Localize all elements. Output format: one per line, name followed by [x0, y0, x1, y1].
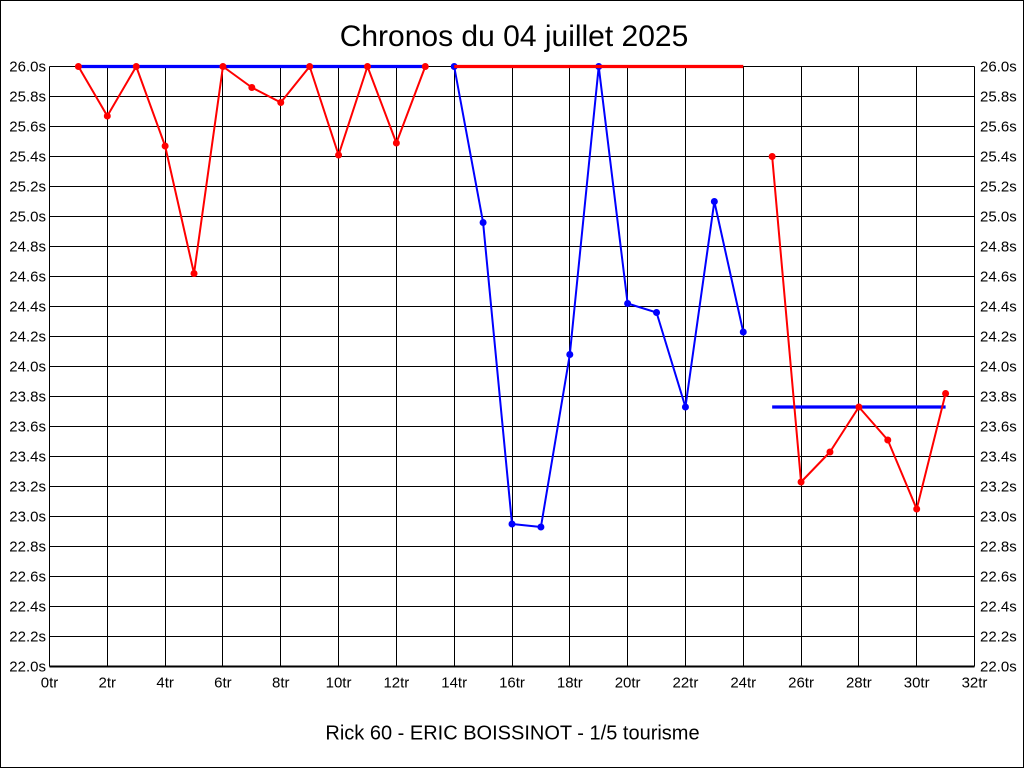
- svg-text:24.2s: 24.2s: [9, 329, 46, 346]
- svg-text:25.4s: 25.4s: [9, 149, 46, 166]
- svg-text:2tr: 2tr: [99, 675, 117, 692]
- svg-text:6tr: 6tr: [214, 675, 232, 692]
- svg-text:25.8s: 25.8s: [980, 89, 1017, 106]
- svg-text:24.8s: 24.8s: [9, 239, 46, 256]
- svg-text:24.8s: 24.8s: [980, 239, 1017, 256]
- svg-text:16tr: 16tr: [499, 675, 525, 692]
- svg-text:22.4s: 22.4s: [9, 599, 46, 616]
- svg-text:23.6s: 23.6s: [980, 419, 1017, 436]
- svg-text:25.2s: 25.2s: [9, 179, 46, 196]
- svg-text:24.4s: 24.4s: [9, 299, 46, 316]
- svg-text:22.8s: 22.8s: [9, 539, 46, 556]
- svg-text:22.2s: 22.2s: [9, 629, 46, 646]
- svg-text:24.2s: 24.2s: [980, 329, 1017, 346]
- svg-text:24.6s: 24.6s: [980, 269, 1017, 286]
- svg-text:14tr: 14tr: [441, 675, 467, 692]
- svg-text:23.2s: 23.2s: [980, 479, 1017, 496]
- svg-text:10tr: 10tr: [326, 675, 352, 692]
- svg-text:23.0s: 23.0s: [9, 509, 46, 526]
- svg-text:22.0s: 22.0s: [980, 659, 1017, 676]
- svg-text:25.2s: 25.2s: [980, 179, 1017, 196]
- svg-text:0tr: 0tr: [41, 675, 59, 692]
- svg-text:23.8s: 23.8s: [980, 389, 1017, 406]
- svg-text:22.4s: 22.4s: [980, 599, 1017, 616]
- svg-text:22.6s: 22.6s: [980, 569, 1017, 586]
- svg-text:24tr: 24tr: [730, 675, 756, 692]
- svg-text:4tr: 4tr: [156, 675, 174, 692]
- svg-text:25.4s: 25.4s: [980, 149, 1017, 166]
- svg-text:Rick 60 - ERIC BOISSINOT - 1/5: Rick 60 - ERIC BOISSINOT - 1/5 tourisme: [325, 723, 699, 745]
- svg-text:24.4s: 24.4s: [980, 299, 1017, 316]
- svg-text:23.6s: 23.6s: [9, 419, 46, 436]
- svg-text:30tr: 30tr: [904, 675, 930, 692]
- svg-text:Chronos du 04 juillet 2025: Chronos du 04 juillet 2025: [340, 20, 689, 53]
- svg-text:23.2s: 23.2s: [9, 479, 46, 496]
- svg-text:24.0s: 24.0s: [980, 359, 1017, 376]
- svg-text:23.8s: 23.8s: [9, 389, 46, 406]
- svg-text:22.0s: 22.0s: [9, 659, 46, 676]
- svg-text:22.6s: 22.6s: [9, 569, 46, 586]
- svg-text:25.0s: 25.0s: [980, 209, 1017, 226]
- svg-text:26.0s: 26.0s: [9, 59, 46, 76]
- svg-text:24.6s: 24.6s: [9, 269, 46, 286]
- svg-text:23.4s: 23.4s: [9, 449, 46, 466]
- svg-text:25.0s: 25.0s: [9, 209, 46, 226]
- svg-text:32tr: 32tr: [962, 675, 988, 692]
- svg-text:25.6s: 25.6s: [980, 119, 1017, 136]
- svg-text:22.2s: 22.2s: [980, 629, 1017, 646]
- svg-text:24.0s: 24.0s: [9, 359, 46, 376]
- svg-text:22.8s: 22.8s: [980, 539, 1017, 556]
- svg-text:23.0s: 23.0s: [980, 509, 1017, 526]
- svg-text:26tr: 26tr: [788, 675, 814, 692]
- svg-text:20tr: 20tr: [615, 675, 641, 692]
- svg-text:26.0s: 26.0s: [980, 59, 1017, 76]
- svg-text:25.8s: 25.8s: [9, 89, 46, 106]
- svg-text:18tr: 18tr: [557, 675, 583, 692]
- svg-text:8tr: 8tr: [272, 675, 290, 692]
- svg-text:28tr: 28tr: [846, 675, 872, 692]
- svg-text:12tr: 12tr: [383, 675, 409, 692]
- svg-text:25.6s: 25.6s: [9, 119, 46, 136]
- svg-text:22tr: 22tr: [673, 675, 699, 692]
- svg-text:23.4s: 23.4s: [980, 449, 1017, 466]
